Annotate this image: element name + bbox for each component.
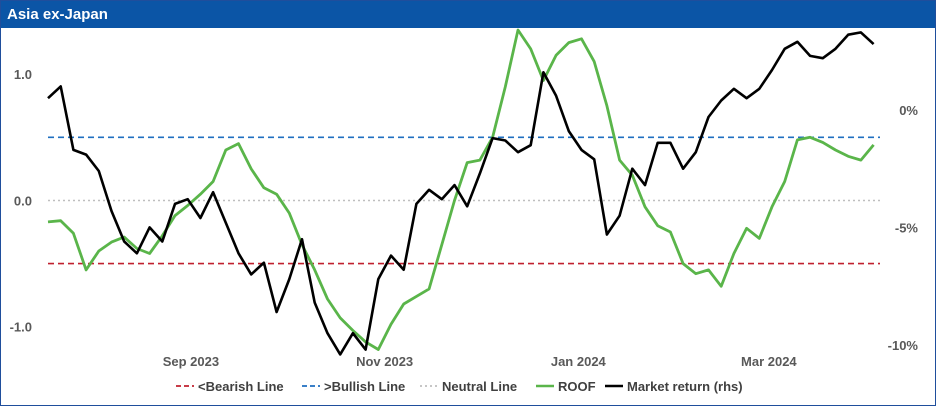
right-tick-label: -5%: [895, 220, 919, 235]
right-tick-label: 0%: [899, 103, 918, 118]
roof-series-line: [47, 28, 875, 351]
x-tick-label: Mar 2024: [741, 354, 797, 369]
title-bar: Asia ex-Japan: [1, 1, 935, 28]
legend-label-bullish: >Bullish Line: [324, 379, 405, 394]
legend-label-bearish: <Bearish Line: [198, 379, 284, 394]
x-tick-label: Jan 2024: [551, 354, 607, 369]
left-tick-label: 0.0: [14, 193, 32, 208]
legend-label-roof: ROOF: [558, 379, 596, 394]
left-axis-ticks: 1.0 0.0 -1.0: [10, 67, 32, 335]
market-series-line: [47, 31, 875, 356]
legend-label-market: Market return (rhs): [627, 379, 743, 394]
left-tick-label: -1.0: [10, 320, 32, 335]
right-axis-ticks: 0% -5% -10%: [888, 103, 919, 353]
x-tick-label: Nov 2023: [356, 354, 413, 369]
legend: <Bearish Line >Bullish Line Neutral Line RO…: [176, 379, 743, 394]
right-tick-label: -10%: [888, 338, 919, 353]
x-tick-label: Sep 2023: [163, 354, 219, 369]
chart-title: Asia ex-Japan: [7, 6, 108, 23]
legend-label-neutral: Neutral Line: [442, 379, 517, 394]
left-tick-label: 1.0: [14, 67, 32, 82]
x-axis-ticks: Sep 2023 Nov 2023 Jan 2024 Mar 2024: [163, 354, 798, 369]
series-lines: [47, 28, 875, 356]
